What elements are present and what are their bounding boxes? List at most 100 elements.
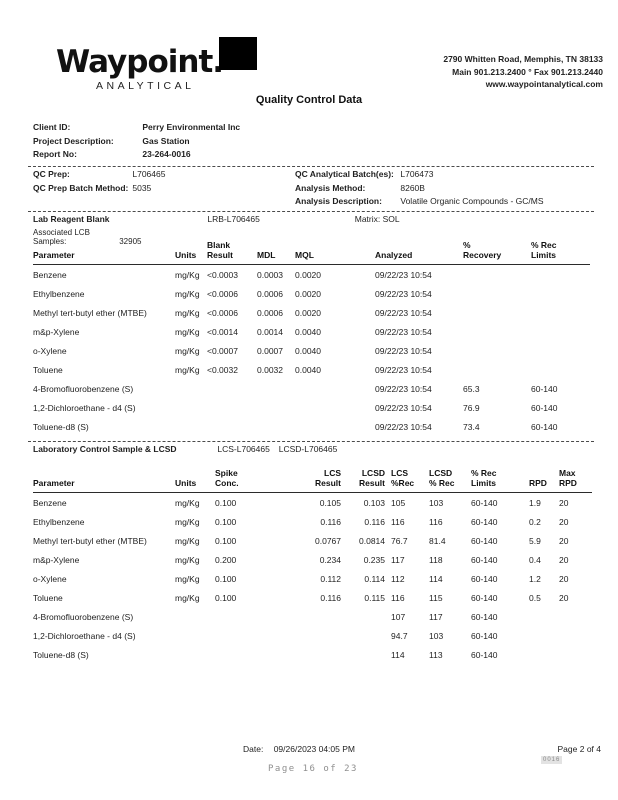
cell-analyzed: 09/22/23 10:54 [375,421,432,432]
column-header-lcs-result: LCS Result [301,468,347,493]
project-description-label: Project Description: [33,135,114,146]
cell-limits [531,265,590,285]
cell-rpd: 1.2 [529,573,541,584]
cell-param: Methyl tert-butyl ether (MTBE) [33,307,147,318]
cell-lcsdres [347,626,391,645]
cell-lcsres: 0.116 [320,516,341,527]
cell-mdl: 0.0006 [257,307,283,318]
table-row: m&p-Xylene mg/Kg 0.200 0.234 0.235 117 118 60-1… [33,550,592,569]
cell-lcsres [301,607,347,626]
qc-analytical-batch-label: QC Analytical Batch(es): [295,169,394,179]
client-id-value: Perry Environmental Inc [142,122,241,132]
header-row: Parameter Units Blank Result MDL MQL Ana… [33,240,590,265]
cell-mdl: 0.0014 [257,326,283,337]
cell-lcsrec: 112 [391,573,405,584]
cell-spike: 0.100 [215,516,237,527]
table-row: o-Xylene mg/Kg 0.100 0.112 0.114 112 114 60-140… [33,569,592,588]
cell-mdl: 0.0007 [257,345,283,356]
cell-rpd: 0.5 [529,592,541,603]
qc-prep-value: L706465 [132,169,166,179]
footer-date: Date: 09/26/2023 04:05 PM [243,744,355,754]
cell-maxrpd [559,607,592,626]
cell-units: mg/Kg [175,573,200,584]
analysis-description-row: Analysis Description: Volatile Organic C… [295,196,544,210]
cell-param: 4-Bromofluorobenzene (S) [33,383,134,394]
overlay-page-number: Page 16 of 23 [268,764,358,774]
column-header-analyzed: Analyzed [375,240,463,265]
cell-limits: 60-140 [471,649,498,660]
qc-prep-column: QC Prep: L706465 QC Prep Batch Method: 5… [33,169,165,196]
cell-mdl: 0.0006 [257,288,283,299]
logo-square [219,37,257,70]
cell-rpd: 5.9 [529,535,541,546]
cell-lcsdres [347,645,391,664]
cell-units [175,417,207,436]
cell-lcsdrec: 118 [429,554,443,565]
cell-param: m&p-Xylene [33,326,80,337]
table-body: Benzene mg/Kg <0.0003 0.0003 0.0020 09/22/23 … [33,265,590,437]
lab-reagent-blank-table: Parameter Units Blank Result MDL MQL Ana… [33,240,590,436]
column-header-lcsd-rec: LCSD % Rec [429,468,471,493]
cell-lcsrec: 114 [391,649,405,660]
analysis-description-label: Analysis Description: [295,196,382,206]
cell-spike: 0.100 [215,497,237,508]
cell-mdl: 0.0032 [257,364,283,375]
cell-mdl [257,379,295,398]
table-row: Benzene mg/Kg <0.0003 0.0003 0.0020 09/22/23 … [33,265,590,285]
cell-rpd: 1.9 [529,497,541,508]
footer-date-label: Date: [243,744,264,754]
table-row: 4-Bromofluorobenzene (S) 107 117 60-140 [33,607,592,626]
cell-units: mg/Kg [175,516,200,527]
cell-spike: 0.100 [215,592,237,603]
cell-param: Toluene-d8 (S) [33,649,89,660]
cell-recovery [463,303,531,322]
table-body: Benzene mg/Kg 0.100 0.105 0.103 105 103 60-140 1… [33,493,592,665]
table-row: Ethylbenzene mg/Kg <0.0006 0.0006 0.0020 09/2… [33,284,590,303]
column-header-parameter: Parameter [33,240,175,265]
address-line-1: 2790 Whitten Road, Memphis, TN 38133 [443,54,603,64]
cell-result [207,398,257,417]
footer-page-number: Page 2 of 4 [557,744,601,754]
cell-lcsres [301,645,347,664]
address-block: 2790 Whitten Road, Memphis, TN 38133 Mai… [443,53,603,91]
column-header-max-rpd: Max RPD [559,468,592,493]
cell-spike: 0.200 [215,554,237,565]
cell-mql: 0.0020 [295,269,321,280]
report-no-label: Report No: [33,149,77,159]
client-id-label: Client ID: [33,122,71,132]
cell-limits [531,341,590,360]
cell-lcsrec: 116 [391,592,405,603]
cell-units: mg/Kg [175,592,200,603]
cell-recovery [463,360,531,379]
cell-mdl [257,417,295,436]
cell-spike: 0.100 [215,573,237,584]
cell-analyzed: 09/22/23 10:54 [375,307,432,318]
cell-limits [531,303,590,322]
column-header-mdl: MDL [257,240,295,265]
cell-units: mg/Kg [175,345,200,356]
cell-maxrpd: 20 [559,554,569,565]
cell-mql: 0.0040 [295,364,321,375]
cell-limits [531,284,590,303]
cell-units [175,398,207,417]
table-row: Methyl tert-butyl ether (MTBE) mg/Kg 0.100… [33,531,592,550]
cell-lcsdres: 0.0814 [359,535,385,546]
lab-reagent-blank-heading: Lab Reagent Blank LRB-L706465 Matrix: SO… [33,214,400,224]
cell-lcsres [301,626,347,645]
qc-analysis-column: QC Analytical Batch(es): L706473 Analysi… [295,169,544,210]
column-header-units: Units [175,468,215,493]
cell-param: Toluene [33,592,63,603]
section-divider [28,441,594,442]
cell-units: mg/Kg [175,269,200,280]
cell-maxrpd: 20 [559,516,569,527]
logo-subtitle: ANALYTICAL [96,80,195,92]
cell-lcsdrec: 81.4 [429,535,446,546]
cell-lcsrec: 107 [391,611,406,622]
table-row: m&p-Xylene mg/Kg <0.0014 0.0014 0.0040 09/22/… [33,322,590,341]
project-description-row: Project Description: Gas Station [33,136,240,150]
cell-recovery: 76.9 [463,402,480,413]
client-id-row: Client ID: Perry Environmental Inc [33,122,240,136]
cell-lcsdres: 0.114 [364,573,385,584]
cell-lcsres: 0.234 [319,554,341,565]
column-header-recovery: % Recovery [463,240,531,265]
